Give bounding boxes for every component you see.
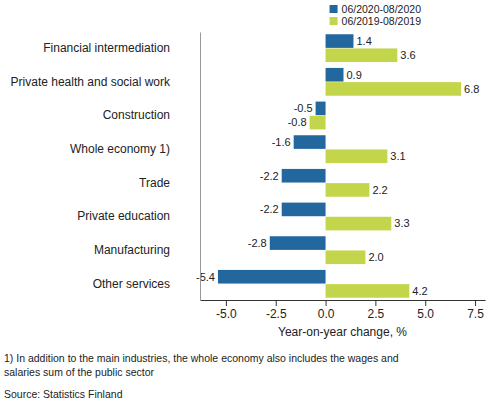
- tick-mark: [375, 300, 376, 306]
- category-label: Private health and social work: [11, 75, 171, 89]
- category-label: Other services: [93, 277, 170, 291]
- axis-title: Year-on-year change, %: [278, 325, 407, 339]
- data-label: 3.1: [390, 150, 405, 162]
- bar: [282, 203, 326, 217]
- bar: [218, 270, 326, 284]
- data-label: 3.3: [394, 217, 409, 229]
- bar: [326, 48, 398, 62]
- tick: 0.0: [318, 300, 335, 321]
- tick: 7.5: [467, 300, 484, 321]
- x-axis: -5.0 -2.5 0.0 2.5 5.0 7.5: [201, 300, 486, 321]
- data-label: -2.8: [248, 237, 267, 249]
- tick-label: 2.5: [368, 307, 385, 321]
- tick: Private education: [77, 209, 200, 223]
- tick: -5.0: [216, 300, 237, 321]
- data-label: -0.5: [294, 102, 313, 114]
- bar: [316, 102, 326, 116]
- tick: Trade: [139, 176, 200, 190]
- tick-mark: [226, 300, 227, 306]
- tick: Financial intermediation: [43, 41, 200, 55]
- footnote: salaries sum of the public sector: [4, 366, 154, 378]
- tick-label: -2.5: [266, 307, 287, 321]
- category-label: Manufacturing: [94, 243, 170, 257]
- data-label: -0.8: [288, 116, 307, 128]
- footnote: 1) In addition to the main industries, t…: [4, 352, 399, 364]
- bar: [326, 183, 370, 197]
- legend-label: 06/2019-08/2019: [342, 15, 422, 27]
- legend: 06/2020-08/202006/2019-08/2019: [330, 3, 422, 27]
- data-labels: 1.4 0.9 -0.5 -1.6 -2.2 -2.2 -2.8 -5.4 3.6 6.8 -0.8…: [196, 35, 479, 297]
- data-label: -5.4: [196, 271, 215, 283]
- bar: [326, 34, 354, 48]
- data-label: 2.2: [372, 184, 387, 196]
- source: Source: Statistics Finland: [4, 388, 123, 400]
- data-label: 4.2: [412, 285, 427, 297]
- bar: [282, 169, 326, 183]
- bar: [326, 68, 344, 82]
- tick-label: 0.0: [318, 307, 335, 321]
- axis-line: [200, 33, 201, 301]
- bar: [294, 135, 326, 149]
- tick-label: -5.0: [216, 307, 237, 321]
- tick: Construction: [103, 108, 200, 122]
- bar: [326, 217, 392, 231]
- chart: 1.4 0.9 -0.5 -1.6 -2.2 -2.2 -2.8 -5.4 3.6 6.8 -0.8…: [0, 0, 493, 416]
- bars: [218, 34, 461, 297]
- y-axis: Financial intermediation Private health a…: [11, 33, 201, 301]
- category-label: Construction: [103, 108, 170, 122]
- axis-line: [201, 300, 486, 301]
- tick: Whole economy 1): [70, 142, 200, 156]
- tick: 2.5: [368, 300, 385, 321]
- tick-mark: [475, 300, 476, 306]
- data-label: 2.0: [368, 251, 383, 263]
- tick: Manufacturing: [94, 243, 200, 257]
- tick-label: 7.5: [467, 307, 484, 321]
- tick: Private health and social work: [11, 75, 200, 89]
- category-label: Private education: [77, 209, 170, 223]
- data-label: 1.4: [356, 35, 371, 47]
- data-label: -2.2: [260, 203, 279, 215]
- plot: 1.4 0.9 -0.5 -1.6 -2.2 -2.2 -2.8 -5.4 3.6 6.8 -0.8…: [11, 33, 486, 321]
- tick-mark: [425, 300, 426, 306]
- bar: [326, 149, 388, 163]
- bar: [326, 284, 410, 298]
- tick: Other services: [93, 277, 200, 291]
- data-label: 3.6: [400, 49, 415, 61]
- tick-mark: [276, 300, 277, 306]
- data-label: -2.2: [260, 170, 279, 182]
- data-label: 0.9: [346, 69, 361, 81]
- category-label: Whole economy 1): [70, 142, 170, 156]
- bar: [310, 116, 326, 130]
- legend-item: 06/2020-08/2020: [330, 3, 422, 15]
- bar: [326, 250, 366, 264]
- legend-swatch: [330, 5, 338, 13]
- data-label: -1.6: [272, 136, 291, 148]
- data-label: 6.8: [464, 83, 479, 95]
- bar: [326, 82, 462, 96]
- legend-label: 06/2020-08/2020: [342, 3, 422, 15]
- tick: 5.0: [417, 300, 434, 321]
- tick: -2.5: [266, 300, 287, 321]
- bar: [270, 236, 326, 250]
- legend-item: 06/2019-08/2019: [330, 15, 422, 27]
- legend-swatch: [330, 17, 338, 25]
- tick-mark: [326, 300, 327, 306]
- category-label: Financial intermediation: [43, 41, 170, 55]
- category-label: Trade: [139, 176, 170, 190]
- tick-label: 5.0: [417, 307, 434, 321]
